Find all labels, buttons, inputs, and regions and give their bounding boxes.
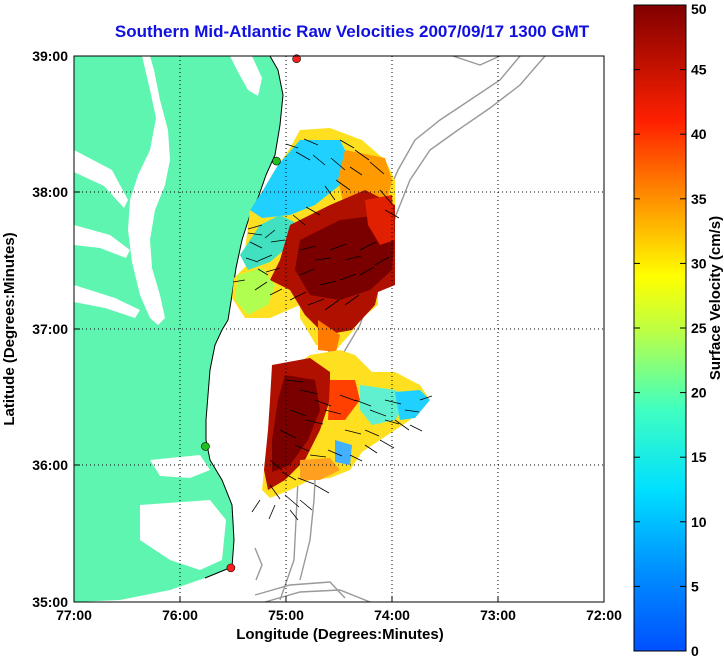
colorbar-ticks: 0 5 10 15 20 25 30 35 40 45 50 [634, 1, 707, 659]
station-marker [201, 442, 210, 451]
coastline [204, 56, 284, 579]
y-tick-label: 38:00 [32, 184, 68, 200]
bay-arm-3 [74, 285, 140, 318]
colorbar-label: Surface Velocity (cm/s) [707, 216, 724, 380]
x-axis-label: Longitude (Degrees:Minutes) [236, 626, 444, 643]
axis-ticks [73, 55, 605, 603]
x-tick-labels: 77:00 76:00 75:00 74:00 73:00 72:00 [56, 607, 622, 623]
sound-pamlico [140, 500, 226, 570]
colorbar-tick-label: 45 [691, 62, 707, 78]
colorbar-tick-label: 10 [691, 514, 707, 530]
station-markers [201, 54, 301, 573]
x-tick-label: 75:00 [268, 607, 304, 623]
x-tick-label: 74:00 [374, 607, 410, 623]
colorbar-tick-label: 40 [691, 126, 707, 142]
bay-arm-1 [74, 150, 128, 208]
chesapeake-bay [128, 56, 170, 325]
x-tick-label: 76:00 [162, 607, 198, 623]
velocity-arrows [232, 138, 433, 521]
station-marker [292, 54, 301, 64]
colorbar-tick-label: 0 [691, 643, 699, 659]
velocity-field-north [232, 128, 395, 352]
x-tick-label: 73:00 [480, 607, 516, 623]
y-tick-labels: 39:00 38:00 37:00 36:00 35:00 [32, 48, 68, 610]
y-tick-label: 39:00 [32, 48, 68, 64]
colorbar-tick-label: 15 [691, 449, 707, 465]
velocity-field-south [262, 350, 430, 498]
x-tick-label: 77:00 [56, 607, 92, 623]
colorbar-tick-label: 25 [691, 320, 707, 336]
colorbar-tick-label: 35 [691, 191, 707, 207]
station-marker [272, 156, 281, 166]
colorbar-tick-label: 20 [691, 385, 707, 401]
y-tick-label: 36:00 [32, 457, 68, 473]
sound-albemarle [150, 455, 210, 478]
y-tick-label: 35:00 [32, 594, 68, 610]
colorbar-tick-label: 5 [691, 578, 699, 594]
delaware-bay [230, 56, 262, 96]
x-tick-label: 72:00 [586, 607, 622, 623]
bay-arm-2 [74, 225, 130, 258]
map-title: Southern Mid-Atlantic Raw Velocities 200… [114, 22, 590, 41]
map-grid [74, 56, 604, 602]
y-axis-label: Latitude (Degrees:Minutes) [1, 232, 18, 425]
colorbar-tick-label: 50 [691, 1, 707, 17]
station-marker [226, 563, 236, 573]
y-tick-label: 37:00 [32, 321, 68, 337]
colorbar [633, 4, 687, 652]
colorbar-tick-label: 30 [691, 255, 707, 271]
